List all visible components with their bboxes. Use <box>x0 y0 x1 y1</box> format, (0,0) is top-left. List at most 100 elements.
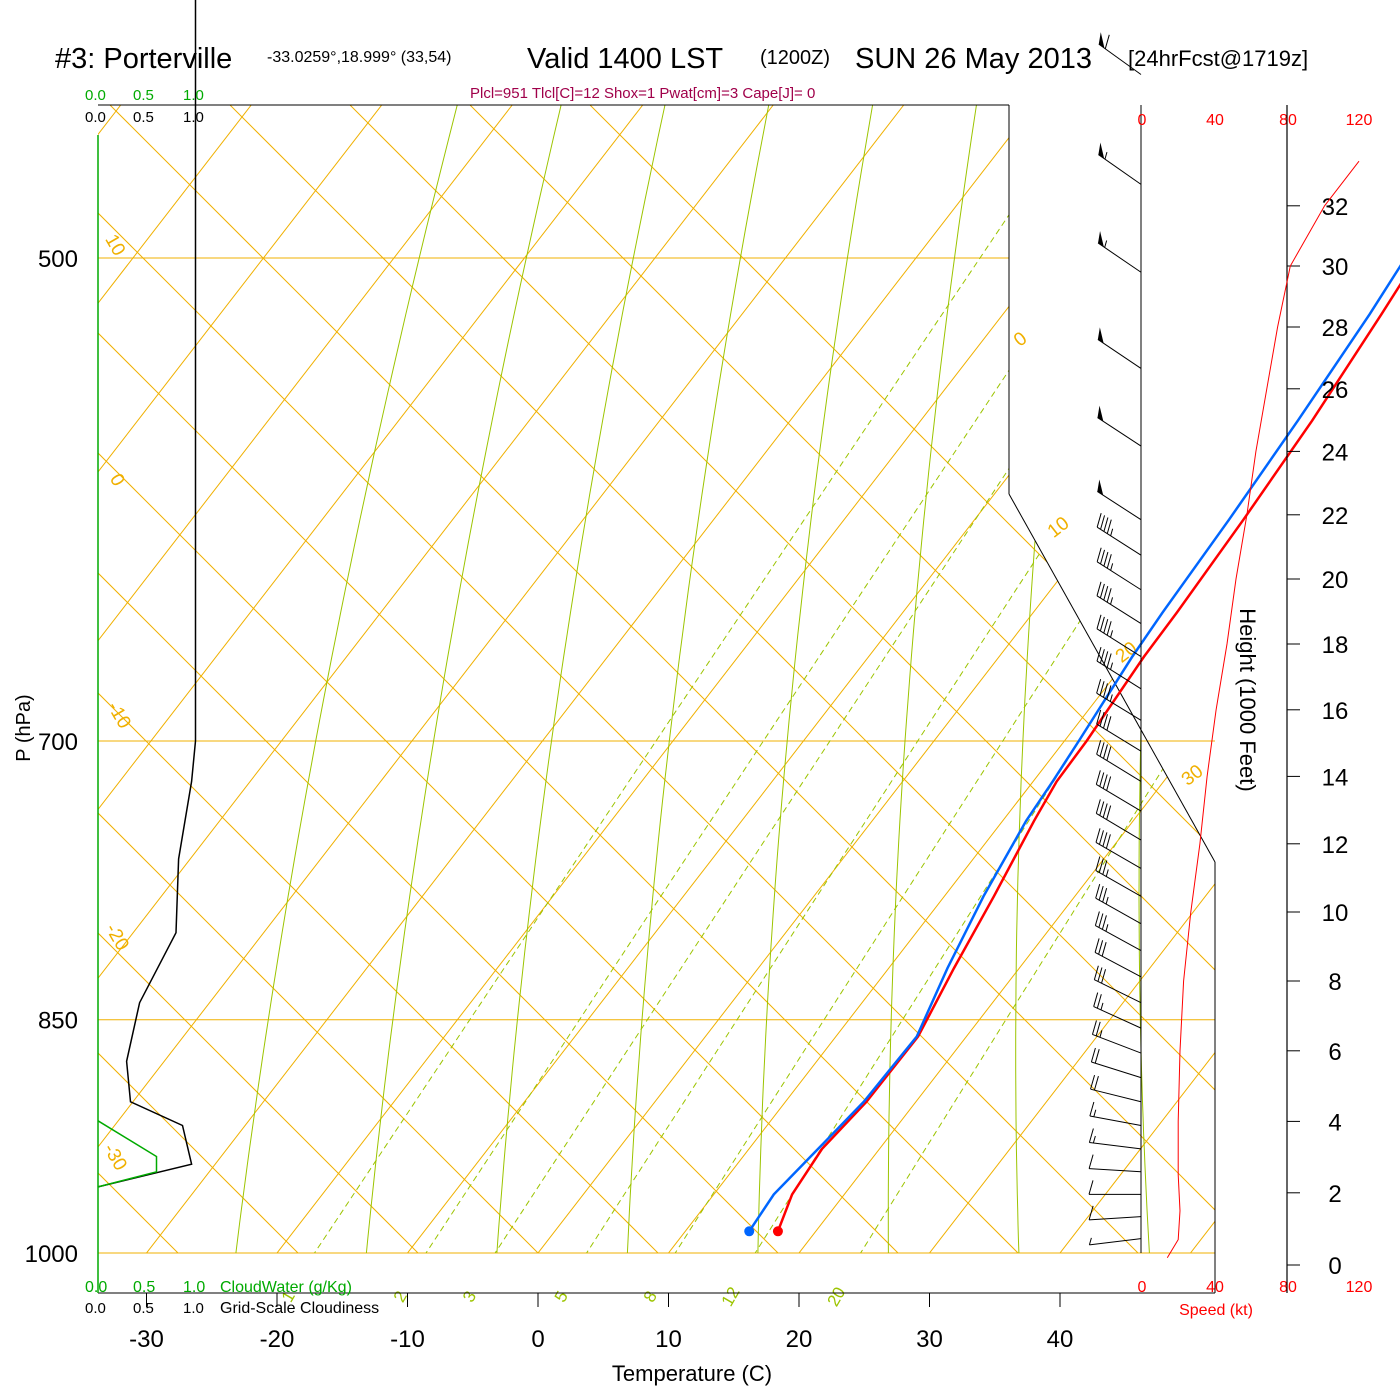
theta-line <box>109 105 1215 1253</box>
isotherm--50 <box>98 105 774 1253</box>
dry-adiabat-290 <box>756 105 1060 1253</box>
cw-tick-bottom-2: 1.0 <box>183 1279 205 1296</box>
plot-frame <box>97 104 1216 1294</box>
barb-staff <box>1096 753 1142 782</box>
barb-flag <box>1102 887 1108 903</box>
station-coords: -33.0259°,18.999° (33,54) <box>267 49 451 66</box>
speed-tick-bottom-3: 120 <box>1346 1279 1373 1296</box>
barb-flag <box>1100 549 1106 565</box>
cloudiness-legend: Grid-Scale Cloudiness <box>220 1300 379 1317</box>
barb-flag <box>1103 517 1109 532</box>
barb-half-flag <box>1110 528 1114 536</box>
theta-line <box>98 105 579 1253</box>
mixing-ratio-3 <box>449 105 1215 1253</box>
barb-flag <box>1106 776 1112 791</box>
wind-barb <box>1097 479 1142 521</box>
wind-barb <box>1097 327 1142 369</box>
wind-barb <box>1096 709 1142 752</box>
cloud-scale-bottom: 0.0 0.5 1.0 CloudWater (g/Kg) 0.0 0.5 1.… <box>85 1279 379 1317</box>
forecast-info: [24hrFcst@1719z] <box>1128 46 1308 71</box>
barb-staff <box>1096 660 1142 690</box>
theta-line <box>349 105 1215 1253</box>
isobar-lines <box>98 257 1215 1254</box>
height-label-12: 12 <box>1322 832 1349 859</box>
barb-flag <box>1095 799 1101 814</box>
mixing-ratio-label: 3 <box>459 1288 480 1306</box>
barb-flag <box>1104 34 1110 49</box>
barb-pennant <box>1098 142 1105 159</box>
barb-staff <box>1096 526 1142 556</box>
height-label-8: 8 <box>1328 969 1341 996</box>
wind-barb <box>1088 1128 1142 1150</box>
mixing-ratio-label: 12 <box>718 1284 744 1310</box>
wind-barb <box>1091 1020 1142 1054</box>
barb-half-flag <box>1105 896 1109 905</box>
wind-barb <box>1095 884 1142 925</box>
barb-staff <box>1090 1088 1142 1103</box>
barb-flag <box>1103 744 1108 759</box>
mixing-ratio-8 <box>630 105 1215 1253</box>
dewpoint-surface-point <box>744 1226 755 1237</box>
x-axis-title: Temperature (C) <box>612 1361 772 1386</box>
wind-barb <box>1089 1101 1142 1126</box>
barb-staff <box>1095 925 1142 951</box>
barb-flag <box>1099 711 1105 727</box>
height-label-0: 0 <box>1328 1253 1341 1280</box>
dry-adiabat-310 <box>1015 105 1215 1253</box>
cloudwater-legend: CloudWater (g/Kg) <box>220 1279 352 1296</box>
barb-staff <box>1095 897 1142 925</box>
temp-label-20: 20 <box>786 1326 813 1353</box>
barb-flag <box>1105 834 1111 849</box>
barb-flag <box>1099 742 1105 757</box>
wind-barb <box>1088 1205 1142 1221</box>
gc-tick-bottom-1: 0.5 <box>133 1300 154 1317</box>
height-label-22: 22 <box>1322 503 1349 530</box>
barb-half-flag <box>1109 694 1113 702</box>
barb-flag <box>1103 714 1108 729</box>
barb-flag <box>1088 1128 1094 1143</box>
height-label-32: 32 <box>1322 194 1349 221</box>
barb-flag <box>1093 965 1099 980</box>
barb-flag <box>1090 1075 1096 1090</box>
barb-flag <box>1096 994 1102 1009</box>
chart-header: #3: Porterville -33.0259°,18.999° (33,54… <box>55 43 1308 102</box>
cw-tick-bottom-0: 0.0 <box>85 1279 107 1296</box>
isotherm-50 <box>1159 105 1215 1253</box>
barb-flag <box>1094 1049 1100 1064</box>
wind-barb <box>1088 1154 1142 1173</box>
dry-adiabat-250 <box>227 105 709 1253</box>
barb-flag <box>1090 1047 1096 1063</box>
dry-adiabat-280 <box>624 105 972 1253</box>
barb-flag <box>1093 992 1099 1007</box>
barb-flag <box>1106 685 1112 700</box>
barb-pennant <box>1097 405 1104 422</box>
isotherm-label: 30 <box>1178 761 1208 791</box>
cloud-profiles <box>97 0 197 1188</box>
barb-flag <box>1106 805 1112 820</box>
barb-flag <box>1099 649 1105 664</box>
cloudwater-profile <box>97 1120 158 1188</box>
barb-staff <box>1094 951 1142 978</box>
barb-flag <box>1098 885 1104 901</box>
mixing-ratio-label: 5 <box>551 1288 572 1306</box>
barb-staff <box>1098 43 1142 75</box>
temperature-surface-point <box>772 1226 783 1237</box>
height-label-24: 24 <box>1322 439 1349 466</box>
wind-barb <box>1088 1180 1141 1195</box>
barb-half-flag <box>1100 1002 1104 1011</box>
temp-label--30: -30 <box>129 1326 164 1353</box>
barb-flag <box>1094 938 1100 953</box>
barb-half-flag <box>1110 563 1114 571</box>
wind-barb <box>1098 32 1142 75</box>
station-title: #3: Porterville <box>55 43 232 75</box>
y-axis-title: P (hPa) <box>13 694 35 761</box>
barb-staff <box>1089 1168 1142 1173</box>
barb-flag <box>1099 583 1105 599</box>
barb-flag <box>1106 653 1112 668</box>
dewpoint-line <box>748 264 1400 1232</box>
theta-line <box>229 105 1215 1253</box>
cloud-scale-top: 0.0 0.5 1.0 0.0 0.5 1.0 <box>85 87 204 126</box>
isotherm-20 <box>767 105 1215 1253</box>
